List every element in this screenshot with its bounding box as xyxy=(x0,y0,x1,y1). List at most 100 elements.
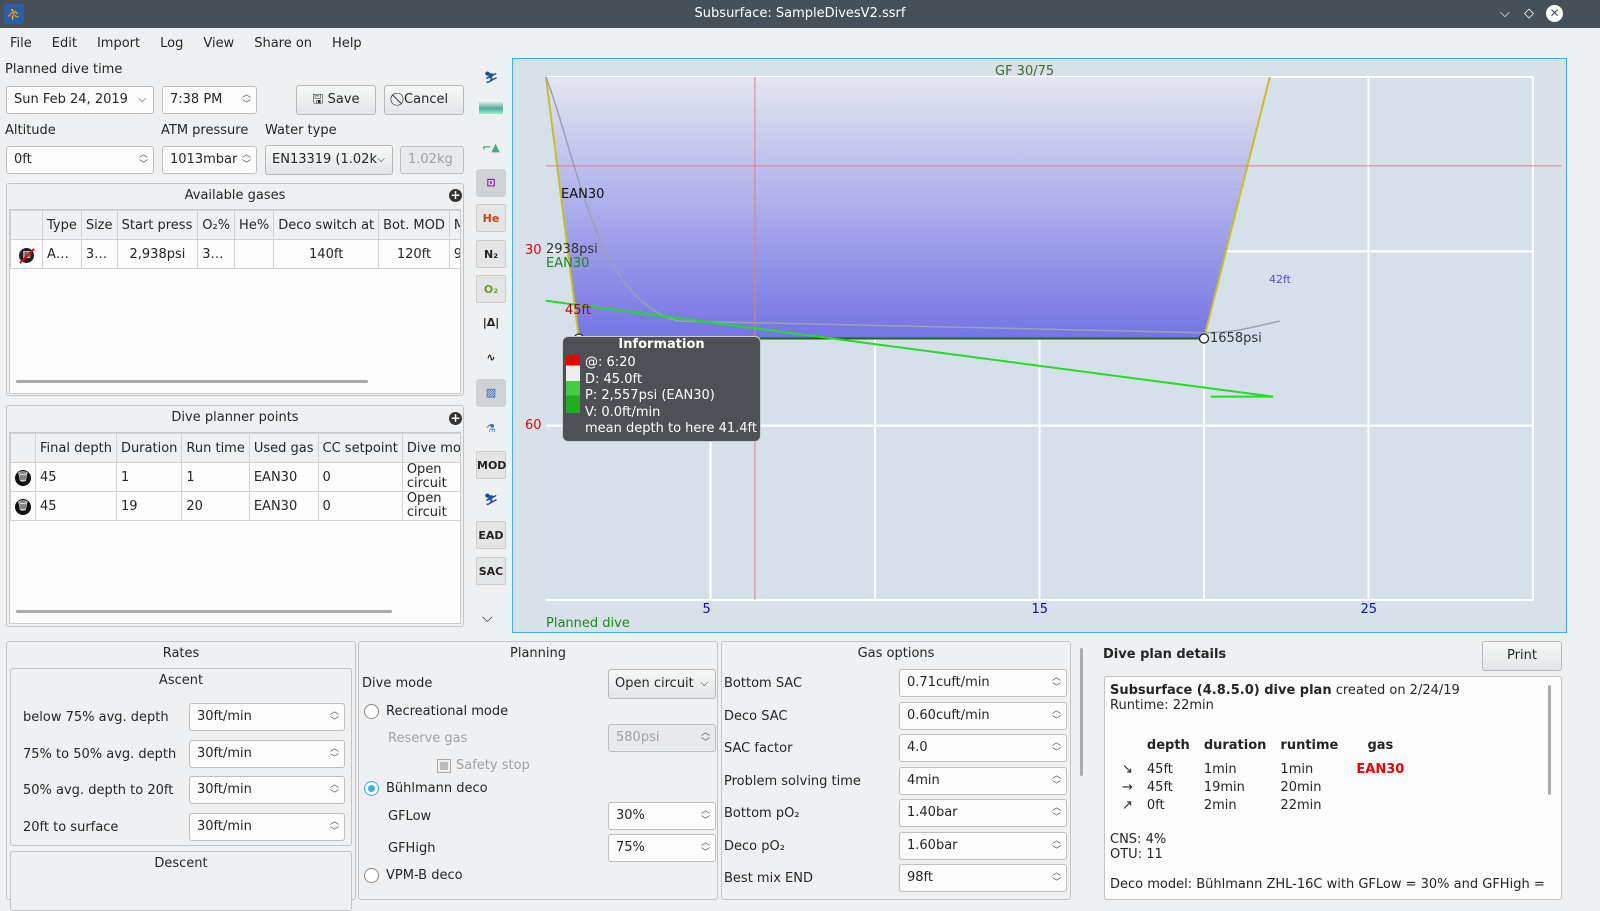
add-gas-icon[interactable]: + xyxy=(449,188,462,202)
minimize-icon[interactable]: ⌵ xyxy=(1500,6,1510,21)
print-button[interactable]: Print xyxy=(1482,641,1562,671)
gas-option-input[interactable]: 1.40bar ︿ ﹀ xyxy=(899,799,1067,827)
splitter-handle[interactable] xyxy=(1080,648,1083,776)
gas-option-input[interactable]: 4.0 ︿ ﹀ xyxy=(899,734,1067,762)
menu-view[interactable]: View xyxy=(203,35,235,51)
column-header[interactable]: MN xyxy=(448,210,460,240)
vpmb-radio[interactable] xyxy=(364,868,379,883)
cell[interactable]: 140ft xyxy=(273,239,380,269)
menu-import[interactable]: Import xyxy=(96,35,141,51)
cell[interactable]: 3… xyxy=(80,239,118,269)
cell[interactable]: Open circuit xyxy=(401,462,460,492)
spin-icon[interactable]: ︿ ﹀ xyxy=(329,780,339,800)
cell[interactable]: A… xyxy=(41,239,82,269)
date-picker[interactable]: Sun Feb 24, 2019 ⌵ xyxy=(6,86,154,114)
cell[interactable]: 19 xyxy=(115,491,183,521)
gfhigh-input[interactable]: 75% ︿ ﹀ xyxy=(608,834,716,862)
buhlmann-radio[interactable] xyxy=(364,781,379,796)
table-row[interactable]: 🗑 45 19 20 EAN30 0 Open circuit xyxy=(10,491,460,521)
water-type-select[interactable]: EN13319 (1.02k ⌵ xyxy=(265,145,393,175)
horizontal-scrollbar[interactable] xyxy=(16,610,392,613)
cell[interactable]: 2,938psi xyxy=(116,239,199,269)
cell[interactable]: 1 xyxy=(181,462,250,492)
gas-option-input[interactable]: 98ft ︿ ﹀ xyxy=(899,864,1067,892)
cell[interactable]: 45 xyxy=(35,491,117,521)
chevron-down-icon[interactable]: ⌵ xyxy=(482,610,493,626)
column-header[interactable]: He% xyxy=(234,210,275,240)
delete-point-icon[interactable]: 🗑 xyxy=(10,491,36,521)
dive-mode-select[interactable]: Open circuit ⌵ xyxy=(608,669,716,699)
spin-icon[interactable]: ︿ ﹀ xyxy=(1051,835,1061,856)
menu-edit[interactable]: Edit xyxy=(51,35,77,51)
toolbar-ceiling-icon[interactable] xyxy=(476,97,506,125)
dive-profile[interactable]: GF 30/75 Planned dive EAN30 2938psi EAN30… xyxy=(512,58,1567,633)
toolbar-tissue-icon[interactable]: ⛷ xyxy=(484,493,498,506)
cell[interactable]: 0 xyxy=(317,491,403,521)
atm-input[interactable]: 1013mbar ︿ ﹀ xyxy=(162,146,257,174)
menu-help[interactable]: Help xyxy=(332,35,362,51)
spin-icon[interactable]: ︿ ﹀ xyxy=(1051,868,1061,888)
column-header[interactable]: Bot. MOD xyxy=(378,210,450,240)
toolbar-ead-icon[interactable]: EAD xyxy=(476,521,506,549)
gas-option-input[interactable]: 1.60bar ︿ ﹀ xyxy=(899,831,1067,860)
cell[interactable]: EAN30 xyxy=(248,462,319,492)
gas-option-input[interactable]: 0.71cuft/min ︿ ﹀ xyxy=(899,669,1067,697)
toolbar-n2-icon[interactable]: N₂ xyxy=(476,240,506,268)
spin-icon[interactable]: ︿ ﹀ xyxy=(1051,770,1061,791)
toolbar-sac-icon[interactable]: SAC xyxy=(476,557,506,585)
cell[interactable]: 20 xyxy=(181,491,250,521)
menu-file[interactable]: File xyxy=(10,35,32,51)
rate-input[interactable]: 30ft/min ︿ ﹀ xyxy=(189,776,345,804)
time-input[interactable]: 7:38 PM ︿ ﹀ xyxy=(162,86,257,114)
toolbar-he-icon[interactable]: He xyxy=(476,204,506,232)
cell[interactable]: 45 xyxy=(35,462,117,492)
column-header[interactable]: Deco switch at xyxy=(273,210,380,240)
spin-icon[interactable]: ︿ ﹀ xyxy=(138,150,148,170)
gas-option-input[interactable]: 4min ︿ ﹀ xyxy=(899,766,1067,795)
column-header[interactable]: Type xyxy=(41,210,82,240)
menu-share-on[interactable]: Share on xyxy=(254,35,313,51)
cell[interactable] xyxy=(234,239,275,269)
table-row[interactable]: 🗑 45 1 1 EAN30 0 Open circuit xyxy=(10,462,460,492)
save-button[interactable]: 🖫 Save xyxy=(296,85,376,115)
column-header[interactable]: Run time xyxy=(181,433,250,463)
spin-icon[interactable]: ︿ ﹀ xyxy=(700,806,710,826)
menu-log[interactable]: Log xyxy=(160,35,184,51)
spin-icon[interactable]: ︿ ﹀ xyxy=(1051,738,1061,758)
spin-icon[interactable]: ︿ ﹀ xyxy=(1051,803,1061,823)
delete-point-icon[interactable]: 🗑 xyxy=(10,462,36,492)
drag-handle[interactable] xyxy=(1198,333,1210,344)
spin-icon[interactable]: ︿ ﹀ xyxy=(1051,705,1061,726)
safety-stop-checkbox[interactable] xyxy=(437,759,451,773)
spin-icon[interactable]: ︿ ﹀ xyxy=(329,816,339,837)
vertical-scrollbar[interactable] xyxy=(1548,685,1551,795)
toolbar-heatmap-icon[interactable]: ⚗ xyxy=(486,422,496,435)
rate-input[interactable]: 30ft/min ︿ ﹀ xyxy=(189,739,345,768)
toolbar-photo-icon[interactable]: ▨ xyxy=(476,379,506,407)
toolbar-planner-icon[interactable]: ⊡ xyxy=(476,169,506,197)
toolbar-gradient-icon[interactable]: ∿ xyxy=(486,351,496,364)
spin-icon[interactable]: ︿ ﹀ xyxy=(329,743,339,764)
column-header[interactable]: Used gas xyxy=(248,433,319,463)
cell[interactable]: 1 xyxy=(115,462,183,492)
column-header[interactable]: Duration xyxy=(115,433,183,463)
spin-icon[interactable]: ︿ ﹀ xyxy=(241,150,251,170)
rate-input[interactable]: 30ft/min ︿ ﹀ xyxy=(189,703,345,731)
column-header[interactable]: Size xyxy=(80,210,118,240)
recreational-radio[interactable] xyxy=(364,704,379,719)
cell[interactable]: Open circuit xyxy=(401,491,460,521)
column-header[interactable]: O₂% xyxy=(197,210,236,240)
altitude-input[interactable]: 0ft ︿ ﹀ xyxy=(6,146,154,174)
toolbar-deco-icon[interactable]: ⌐▲ xyxy=(482,141,500,154)
spin-icon[interactable]: ︿ ﹀ xyxy=(329,707,339,727)
cell[interactable]: 98f xyxy=(448,239,460,269)
remove-gas-icon[interactable]: ▥ xyxy=(10,239,43,269)
dive-plan-text[interactable]: Subsurface (4.8.5.0) dive plan created o… xyxy=(1104,676,1562,900)
cell[interactable]: EAN30 xyxy=(248,491,319,521)
close-icon[interactable]: ✕ xyxy=(1546,5,1563,22)
cell[interactable]: 3… xyxy=(197,239,236,269)
column-header[interactable]: Final depth xyxy=(35,433,117,463)
horizontal-scrollbar[interactable] xyxy=(16,380,368,383)
toolbar-mod-icon[interactable]: MOD xyxy=(476,451,506,479)
